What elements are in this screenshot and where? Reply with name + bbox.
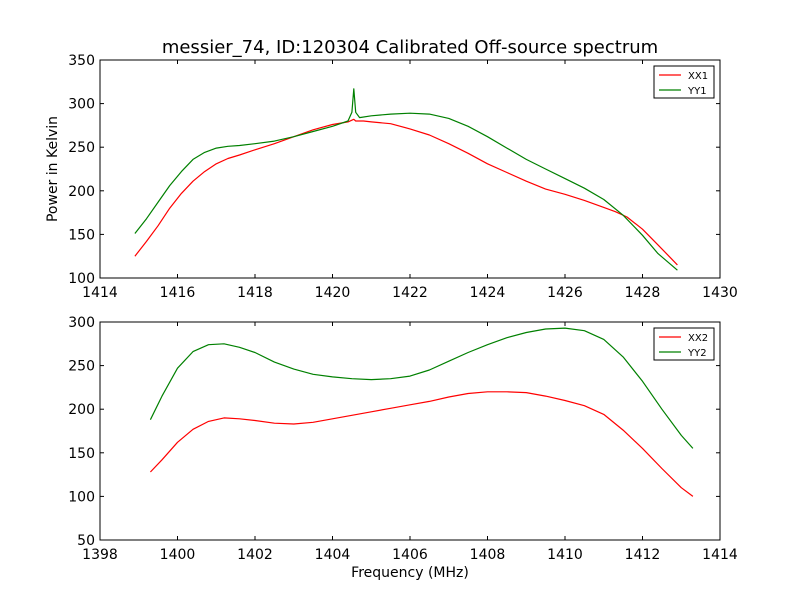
top-ytick-label: 150 [68, 227, 95, 243]
top-xtick-label: 1418 [237, 285, 273, 301]
top-xtick-label: 1416 [160, 285, 196, 301]
bottom-xlabel: Frequency (MHz) [351, 565, 469, 581]
bottom-xtick-label: 1402 [237, 547, 273, 563]
top-ytick-label: 200 [68, 184, 95, 200]
top-xtick-label: 1414 [82, 285, 118, 301]
top-ytick-label: 300 [68, 97, 95, 113]
bottom-xtick-label: 1412 [625, 547, 661, 563]
chart-title: messier_74, ID:120304 Calibrated Off-sou… [162, 37, 658, 58]
bottom-ytick-label: 100 [68, 489, 95, 505]
bottom-xtick-label: 1414 [702, 547, 738, 563]
bottom-xtick-label: 1408 [470, 547, 506, 563]
top-ytick-label: 250 [68, 140, 95, 156]
bottom-ytick-label: 150 [68, 446, 95, 462]
top-ytick-label: 100 [68, 271, 95, 287]
bottom-ytick-label: 250 [68, 359, 95, 375]
bottom-xtick-label: 1410 [547, 547, 583, 563]
top-legend-label-yy1: YY1 [687, 86, 707, 97]
top-series-xx1 [134, 118, 678, 266]
bottom-ytick-label: 50 [77, 533, 95, 549]
bottom-legend-label-yy2: YY2 [687, 348, 707, 359]
bottom-series-yy2 [149, 327, 694, 449]
top-xtick-label: 1430 [702, 285, 738, 301]
bottom-legend-label-xx2: XX2 [688, 333, 708, 344]
top-ylabel: Power in Kelvin [45, 116, 61, 222]
bottom-legend-box [653, 327, 715, 361]
top-xtick-label: 1428 [625, 285, 661, 301]
top-series-yy1 [134, 88, 678, 271]
bottom-series-xx2 [149, 391, 694, 497]
top-xtick-label: 1420 [315, 285, 351, 301]
bottom-panel: 1398 1400 1402 1404 1406 1408 1410 1412 1414 50 10… [68, 315, 738, 563]
top-ytick-label: 350 [68, 53, 95, 69]
top-xtick-label: 1426 [547, 285, 583, 301]
top-xtick-label: 1424 [470, 285, 506, 301]
bottom-ytick-label: 200 [68, 402, 95, 418]
bottom-xtick-label: 1398 [82, 547, 118, 563]
top-legend-label-xx1: XX1 [688, 71, 708, 82]
top-legend-box [653, 65, 715, 99]
bottom-ytick-label: 300 [68, 315, 95, 331]
bottom-xtick-label: 1406 [392, 547, 428, 563]
bottom-xtick-label: 1400 [160, 547, 196, 563]
bottom-xtick-label: 1404 [315, 547, 351, 563]
top-panel: 1414 1416 1418 1420 1422 1424 1426 1428 1430 100 1… [68, 53, 738, 301]
top-xtick-label: 1422 [392, 285, 428, 301]
